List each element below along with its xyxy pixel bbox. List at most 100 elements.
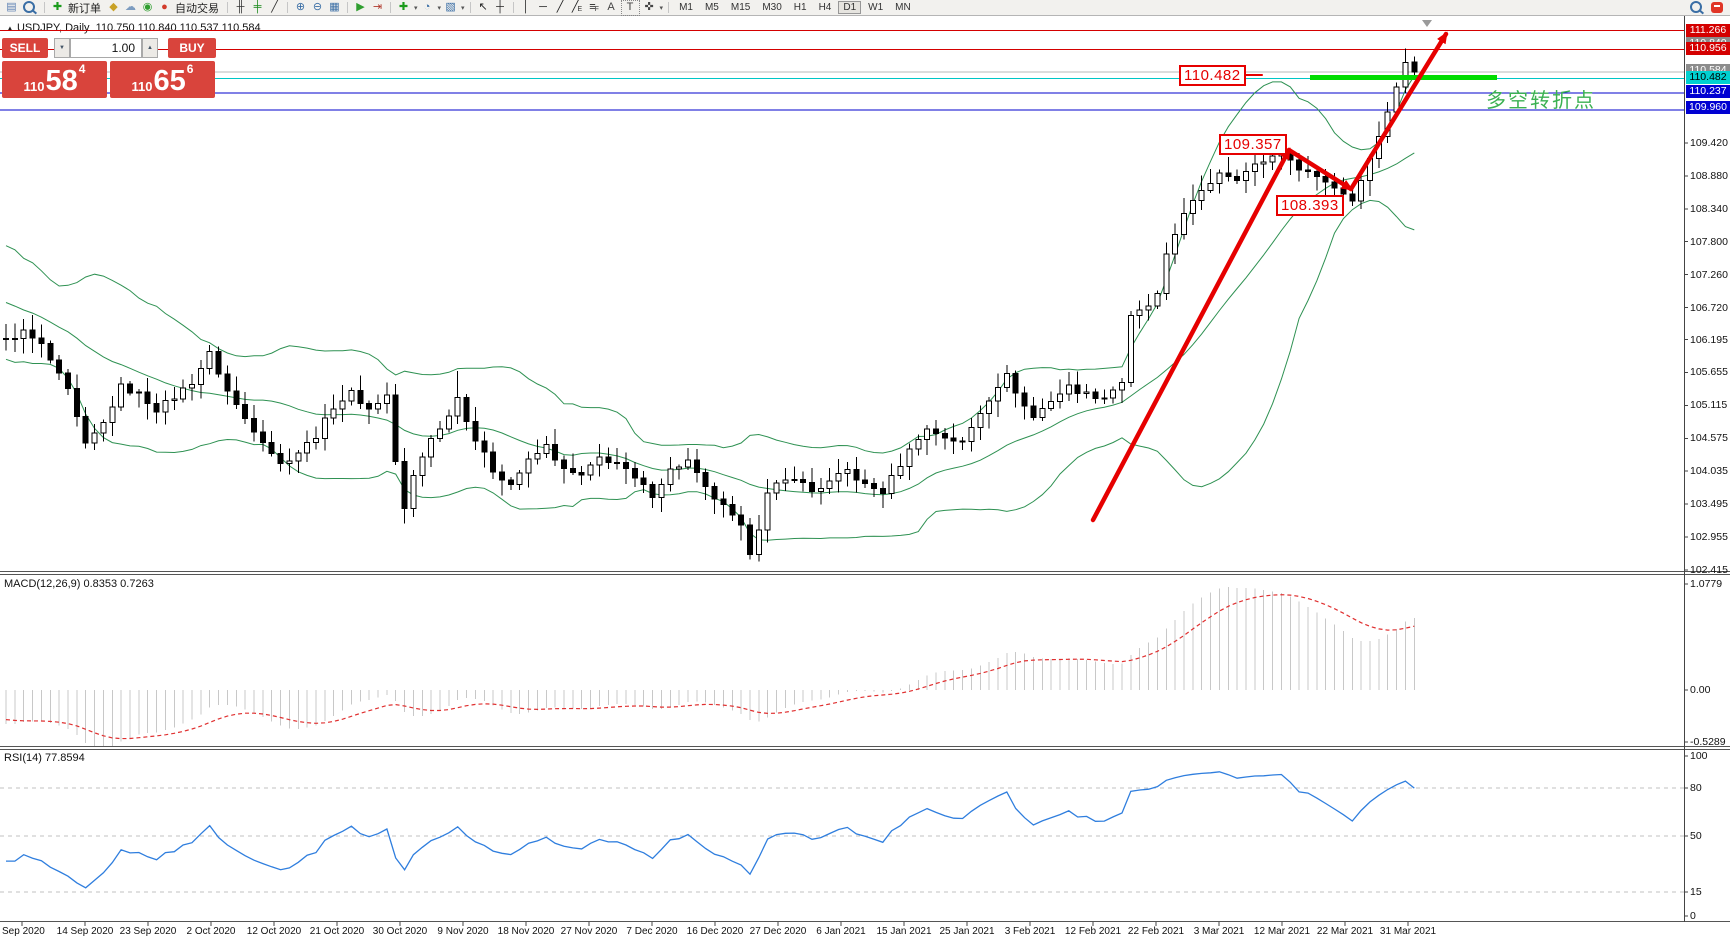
date-label[interactable]: 31 Mar 2021: [1379, 926, 1437, 937]
candlestick-icon[interactable]: ╪: [253, 1, 262, 13]
date-label[interactable]: 27 Dec 2020: [749, 926, 807, 937]
chart-shift-icon[interactable]: ⇥: [372, 1, 383, 13]
trend-arrow-0[interactable]: [1090, 147, 1292, 523]
tile-windows-icon[interactable]: ▦: [329, 1, 340, 13]
timeframe-w1-button[interactable]: W1: [868, 2, 884, 13]
annotation-price-box-108.393[interactable]: 108.393: [1276, 195, 1344, 216]
periods-icon[interactable]: ◔: [423, 1, 431, 13]
date-label[interactable]: 3 Mar 2021: [1193, 926, 1245, 937]
templates-icon-dropdown[interactable]: ▾: [461, 4, 465, 12]
candle: [932, 428, 939, 435]
chart-shift-marker[interactable]: [1422, 20, 1432, 27]
line-chart-icon[interactable]: ╱: [271, 1, 278, 13]
zoom-in-icon[interactable]: ⊕: [295, 1, 306, 13]
date-label[interactable]: 12 Mar 2021: [1253, 926, 1311, 937]
timeframe-m1-button[interactable]: M1: [679, 2, 693, 13]
candle: [959, 440, 966, 443]
price-tick-label: 109.420: [1690, 137, 1728, 149]
buy-button[interactable]: BUY: [168, 38, 216, 58]
chart-window-icon[interactable]: ▤: [6, 1, 17, 13]
price-tick-label: 105.115: [1690, 399, 1728, 412]
new-order-label[interactable]: 新订单: [68, 2, 101, 15]
signal-icon[interactable]: ◉: [142, 1, 153, 13]
candle: [1048, 401, 1055, 410]
indicators-icon-dropdown[interactable]: ▾: [414, 4, 418, 12]
trend-arrow-1[interactable]: [1286, 147, 1354, 192]
rsi-tick-label: 80: [1690, 782, 1702, 794]
trend-arrow-2[interactable]: [1348, 31, 1449, 192]
timeframe-h4-button[interactable]: H4: [818, 2, 832, 13]
price-tick-label: 105.655: [1690, 366, 1728, 379]
turning-point-annotation[interactable]: 多空转折点: [1486, 90, 1596, 112]
date-label[interactable]: 23 Sep 2020: [119, 926, 177, 937]
date-label[interactable]: 27 Nov 2020: [560, 926, 618, 937]
charts-cloud-icon[interactable]: ☁: [125, 1, 136, 13]
date-label[interactable]: 3 Feb 2021: [1004, 926, 1056, 937]
crosshair-icon[interactable]: ┼: [496, 1, 504, 13]
timeframe-m30-button[interactable]: M30: [762, 2, 782, 13]
timeframe-mn-button[interactable]: MN: [895, 2, 911, 13]
arrows-icon-dropdown[interactable]: ▾: [659, 4, 664, 12]
zoom-out-icon[interactable]: ⊖: [312, 1, 323, 13]
timeframe-h1-button[interactable]: H1: [793, 2, 807, 13]
candle: [206, 351, 213, 370]
date-label[interactable]: 12 Oct 2020: [246, 926, 302, 937]
date-label[interactable]: 22 Feb 2021: [1127, 926, 1185, 937]
date-label[interactable]: 15 Jan 2021: [876, 926, 932, 937]
fibonacci-icon[interactable]: ≡ F: [589, 1, 599, 13]
date-label[interactable]: 6 Jan 2021: [816, 926, 866, 937]
sell-price-box[interactable]: 110 58 4: [2, 61, 107, 98]
candle: [1145, 305, 1152, 311]
auto-scroll-icon[interactable]: ▶: [356, 1, 365, 13]
periods-icon-dropdown[interactable]: ▾: [437, 4, 442, 12]
date-label[interactable]: 30 Oct 2020: [372, 926, 428, 937]
timeframe-m5-button[interactable]: M5: [704, 2, 719, 13]
volume-decrease-button[interactable]: ▼: [54, 38, 70, 58]
candle: [188, 383, 195, 389]
text-icon[interactable]: A: [607, 1, 615, 13]
date-label[interactable]: 21 Oct 2020: [309, 926, 365, 937]
arrows-icon[interactable]: ✜: [644, 1, 654, 13]
date-label[interactable]: Sep 2020: [2, 926, 45, 937]
date-label[interactable]: 25 Jan 2021: [939, 926, 995, 937]
new-order-icon[interactable]: ✚: [52, 1, 63, 13]
candle: [729, 503, 736, 516]
date-label[interactable]: 22 Mar 2021: [1316, 926, 1374, 937]
annotation-price-box-110.482[interactable]: 110.482: [1179, 65, 1246, 86]
bar-chart-icon[interactable]: ╫: [236, 1, 245, 13]
templates-icon[interactable]: ▧: [445, 1, 456, 13]
date-label[interactable]: 9 Nov 2020: [437, 926, 489, 937]
candle: [738, 514, 745, 526]
cursor-icon[interactable]: ↖: [478, 1, 488, 13]
buy-price-box[interactable]: 110 65 6: [110, 61, 215, 98]
autotrade-label[interactable]: 自动交易: [175, 2, 219, 15]
text-label-icon[interactable]: T: [620, 0, 640, 16]
date-label[interactable]: 12 Feb 2021: [1064, 926, 1122, 937]
market-watch-icon[interactable]: [23, 0, 35, 13]
indicators-icon[interactable]: ✚: [398, 1, 409, 13]
sell-button[interactable]: SELL: [2, 38, 48, 58]
date-label[interactable]: 14 Sep 2020: [56, 926, 114, 937]
date-label[interactable]: 16 Dec 2020: [686, 926, 744, 937]
search-icon[interactable]: [1690, 0, 1702, 13]
date-label[interactable]: 7 Dec 2020: [626, 926, 678, 937]
candle: [1340, 187, 1347, 195]
community-icon[interactable]: [1711, 2, 1723, 13]
annotation-price-box-109.357[interactable]: 109.357: [1219, 134, 1287, 155]
equidistant-channel-icon[interactable]: ╱ E: [571, 1, 583, 13]
date-label[interactable]: 18 Nov 2020: [497, 926, 555, 937]
volume-input[interactable]: 1.00: [70, 38, 142, 58]
candle: [870, 483, 877, 489]
date-label[interactable]: 2 Oct 2020: [186, 926, 236, 937]
timeframe-d1-button[interactable]: D1: [838, 1, 862, 14]
timeframe-m15-button[interactable]: M15: [730, 2, 751, 13]
trendline-icon[interactable]: ╱: [556, 1, 564, 13]
green-resistance-line[interactable]: [1310, 75, 1497, 80]
autotrade-icon[interactable]: ●: [161, 1, 168, 13]
volume-increase-button[interactable]: ▲: [142, 38, 158, 58]
navigator-icon[interactable]: ◆: [109, 1, 118, 13]
candle: [773, 482, 780, 494]
vertical-line-icon[interactable]: │: [522, 1, 530, 13]
horizontal-line-icon[interactable]: ─: [539, 1, 547, 13]
